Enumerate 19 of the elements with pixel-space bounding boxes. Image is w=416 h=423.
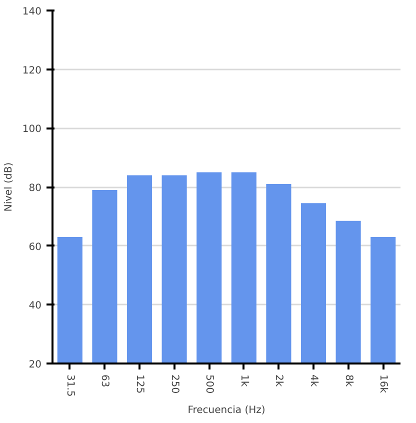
y-tick-label: 100 [22,124,42,136]
x-tick-label: 125 [134,374,145,394]
y-tick-label: 140 [22,6,42,18]
x-tick-label: 16k [378,374,389,394]
x-tick-label: 1k [238,374,250,387]
y-tick-label: 120 [22,65,42,76]
y-tick-label: 60 [28,242,42,253]
x-tick-label: 2k [273,374,284,387]
x-tick-label: 500 [204,374,215,394]
y-axis-title: Nivel (dB) [3,162,14,212]
x-tick-label: 250 [168,374,180,394]
y-tick-label: 40 [28,300,42,312]
x-axis-title: Frecuencia (Hz) [188,404,266,416]
x-tick-label: 63 [99,374,110,388]
x-tick-label: 31.5 [64,374,76,397]
x-tick-label: 4k [308,374,319,387]
y-tick-label: 20 [28,360,42,370]
y-tick-label: 80 [28,183,42,194]
x-tick-label: 8k [342,374,354,387]
